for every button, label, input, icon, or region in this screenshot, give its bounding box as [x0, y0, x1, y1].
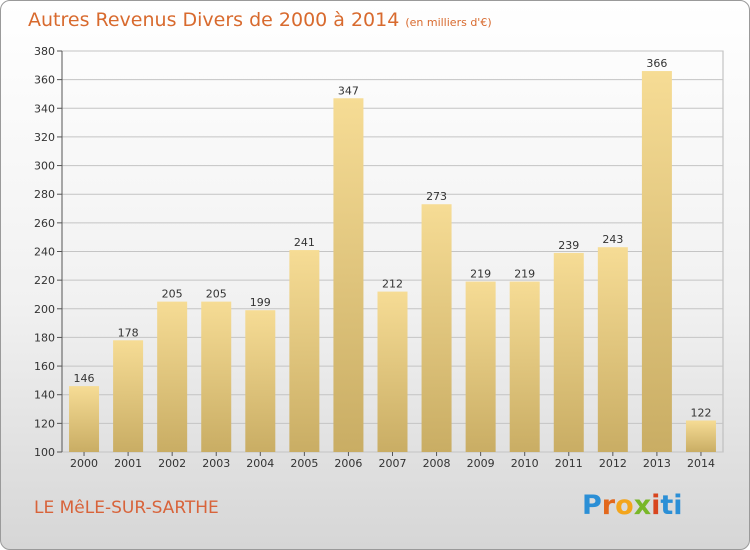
- chart-title: Autres Revenus Divers de 2000 à 2014 (en …: [28, 9, 492, 31]
- y-tick-label: 220: [34, 274, 55, 287]
- bar-value-label: 205: [206, 288, 227, 301]
- bar-value-label: 146: [74, 372, 95, 385]
- bar: [685, 420, 716, 452]
- bar: [597, 247, 628, 452]
- bar: [245, 310, 276, 452]
- bar-value-label: 122: [690, 406, 711, 419]
- x-tick-label: 2000: [70, 457, 98, 470]
- x-tick-label: 2014: [687, 457, 715, 470]
- bar: [333, 98, 364, 452]
- bar-value-label: 212: [382, 278, 403, 291]
- x-tick-label: 2004: [246, 457, 274, 470]
- x-tick-label: 2010: [511, 457, 539, 470]
- y-tick-label: 120: [34, 417, 55, 430]
- commune-name: LE MêLE-SUR-SARTHE: [34, 498, 219, 518]
- y-tick-label: 280: [34, 188, 55, 201]
- y-tick-label: 180: [34, 331, 55, 344]
- y-tick-label: 260: [34, 217, 55, 230]
- x-tick-label: 2009: [467, 457, 495, 470]
- x-tick-label: 2007: [379, 457, 407, 470]
- bars: 146 178 205 205 199 241 347 212 273 219 219 239 243 3…: [69, 57, 716, 453]
- bar: [509, 281, 540, 452]
- bar-value-label: 366: [646, 57, 667, 70]
- y-tick-label: 320: [34, 131, 55, 144]
- y-tick-label: 100: [34, 446, 55, 459]
- x-tick-label: 2006: [334, 457, 362, 470]
- bar: [289, 250, 320, 452]
- bar: [157, 301, 188, 452]
- bar: [69, 386, 100, 452]
- proxiti-logo: Proxiti: [582, 490, 683, 521]
- x-tick-label: 2005: [290, 457, 318, 470]
- x-tick-label: 2011: [555, 457, 583, 470]
- bar-value-label: 205: [162, 288, 183, 301]
- bar: [377, 291, 408, 452]
- x-tick-label: 2008: [423, 457, 451, 470]
- x-tick-label: 2002: [158, 457, 186, 470]
- x-tick-label: 2003: [202, 457, 230, 470]
- bar: [465, 281, 496, 452]
- bar-value-label: 273: [426, 190, 447, 203]
- bar-value-label: 241: [294, 236, 315, 249]
- x-axis: 2000 2001 2002 2003 2004 2005 2006 2007 2008 2009…: [70, 452, 715, 470]
- bar-value-label: 199: [250, 296, 271, 309]
- y-tick-label: 200: [34, 303, 55, 316]
- bar: [553, 252, 584, 452]
- bar: [641, 71, 672, 453]
- bar-value-label: 178: [118, 326, 139, 339]
- title-unit: (en milliers d'€): [405, 16, 492, 29]
- bar-value-label: 219: [470, 268, 491, 281]
- y-tick-label: 240: [34, 246, 55, 259]
- title-text: Autres Revenus Divers de 2000 à 2014: [28, 9, 400, 31]
- y-tick-label: 300: [34, 160, 55, 173]
- x-tick-label: 2012: [599, 457, 627, 470]
- bar-value-label: 347: [338, 84, 359, 97]
- y-tick-label: 140: [34, 389, 55, 402]
- x-tick-label: 2001: [114, 457, 142, 470]
- bar: [201, 301, 232, 452]
- bar-value-label: 239: [558, 239, 579, 252]
- bar: [421, 204, 452, 452]
- x-tick-label: 2013: [643, 457, 671, 470]
- bar-value-label: 219: [514, 268, 535, 281]
- y-tick-label: 360: [34, 74, 55, 87]
- y-tick-label: 340: [34, 102, 55, 115]
- y-tick-label: 380: [34, 45, 55, 58]
- y-tick-label: 160: [34, 360, 55, 373]
- y-axis: 100 120 140 160 180 200 220 240 260 280 300 320 340 3…: [34, 45, 63, 459]
- bar: [113, 340, 144, 452]
- bar-value-label: 243: [602, 233, 623, 246]
